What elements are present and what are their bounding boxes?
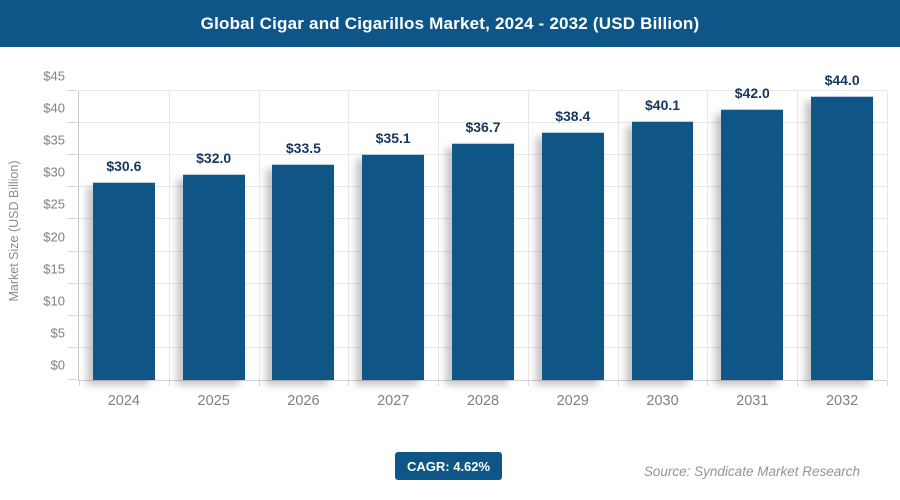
bar-value-label-2028: $36.7 bbox=[465, 119, 501, 136]
y-tick-label-40: $40 bbox=[43, 100, 65, 116]
title-bar: Global Cigar and Cigarillos Market, 2024… bbox=[0, 0, 900, 47]
category-slot-2026: $33.5 2026 bbox=[259, 91, 349, 409]
bar-value-label-2032: $44.0 bbox=[824, 72, 860, 89]
category-slot-2028: $36.7 2028 bbox=[438, 91, 528, 409]
bar-value-label-2026: $33.5 bbox=[285, 139, 321, 156]
category-slot-2031: $42.0 2031 bbox=[707, 85, 797, 409]
y-tick-0 bbox=[67, 379, 77, 380]
category-slot-2032: $44.0 2032 bbox=[797, 72, 887, 409]
y-tick-10 bbox=[67, 314, 77, 316]
x-tick-1 bbox=[168, 381, 170, 386]
v-gridline-8 bbox=[797, 91, 799, 380]
y-tick-35 bbox=[67, 154, 77, 156]
y-tick-40 bbox=[67, 122, 77, 124]
y-tick-label-25: $25 bbox=[43, 196, 65, 212]
v-gridline-2 bbox=[258, 91, 260, 380]
bar-value-label-2024: $30.6 bbox=[106, 158, 142, 175]
x-category-label-2026: 2026 bbox=[287, 393, 320, 409]
x-category-label-2029: 2029 bbox=[556, 393, 589, 409]
bar-2027 bbox=[362, 153, 425, 380]
v-gridline-1 bbox=[168, 91, 170, 380]
x-tick-0 bbox=[79, 381, 80, 386]
bar-2031 bbox=[721, 109, 784, 380]
bar-value-label-2031: $42.0 bbox=[734, 85, 770, 102]
y-tick-25 bbox=[67, 218, 77, 220]
x-category-label-2027: 2027 bbox=[377, 393, 410, 409]
x-tick-8 bbox=[797, 381, 799, 386]
y-tick-label-15: $15 bbox=[43, 261, 65, 277]
bar-2028 bbox=[452, 143, 514, 380]
bar-2029 bbox=[541, 132, 604, 380]
bar-value-label-2025: $32.0 bbox=[196, 149, 232, 166]
v-gridline-9 bbox=[887, 91, 888, 380]
chart-title: Global Cigar and Cigarillos Market, 2024… bbox=[200, 13, 700, 33]
y-tick-label-35: $35 bbox=[43, 132, 65, 148]
h-gridline-45 bbox=[79, 90, 887, 91]
y-tick-45 bbox=[67, 90, 77, 91]
y-tick-label-30: $30 bbox=[43, 164, 65, 180]
plot-area: $0 $5 $10 $15 $20 $25 $30 $35 $40 $45 $30.6 2024 $32… bbox=[43, 69, 888, 409]
x-category-label-2031: 2031 bbox=[736, 393, 769, 409]
x-tick-6 bbox=[617, 381, 619, 386]
v-gridline-3 bbox=[348, 91, 350, 380]
y-tick-label-5: $5 bbox=[50, 325, 65, 341]
bar-value-label-2027: $35.1 bbox=[375, 129, 411, 146]
x-tick-5 bbox=[527, 381, 529, 386]
x-tick-2 bbox=[258, 381, 260, 386]
bar-2032 bbox=[811, 96, 874, 380]
v-gridline-7 bbox=[707, 91, 709, 380]
h-gridline-40 bbox=[79, 122, 887, 124]
category-slot-2025: $32.0 2025 bbox=[169, 91, 259, 409]
y-tick-15 bbox=[67, 282, 77, 284]
y-tick-20 bbox=[67, 250, 77, 252]
bar-2026 bbox=[272, 163, 335, 380]
v-gridline-6 bbox=[617, 91, 619, 380]
bar-value-label-2029: $38.4 bbox=[555, 108, 591, 125]
category-slot-2029: $38.4 2029 bbox=[528, 91, 618, 409]
bar-2024 bbox=[92, 182, 155, 380]
x-category-label-2024: 2024 bbox=[107, 393, 141, 409]
cagr-badge: CAGR: 4.62% bbox=[395, 452, 503, 480]
y-tick-30 bbox=[67, 186, 77, 188]
x-category-label-2032: 2032 bbox=[825, 393, 859, 409]
category-slot-2030: $40.1 2030 bbox=[618, 91, 708, 409]
x-category-label-2025: 2025 bbox=[197, 393, 230, 409]
category-slot-2024: $30.6 2024 bbox=[79, 91, 169, 409]
y-tick-label-10: $10 bbox=[43, 293, 65, 309]
y-tick-label-20: $20 bbox=[43, 229, 65, 245]
y-tick-5 bbox=[67, 346, 77, 348]
x-tick-9 bbox=[887, 381, 888, 386]
x-tick-3 bbox=[348, 381, 350, 386]
bar-2030 bbox=[631, 121, 694, 380]
y-axis-title: Market Size (USD Billion) bbox=[7, 160, 21, 302]
v-gridline-4 bbox=[438, 91, 440, 380]
x-tick-7 bbox=[707, 381, 709, 386]
source-note: Source: Syndicate Market Research bbox=[643, 464, 860, 479]
x-tick-4 bbox=[438, 381, 440, 386]
category-slot-2027: $35.1 2027 bbox=[348, 91, 438, 409]
x-category-label-2028: 2028 bbox=[466, 393, 500, 409]
y-tick-label-45: $45 bbox=[43, 68, 65, 84]
bar-2025 bbox=[182, 173, 245, 380]
y-tick-label-0: $0 bbox=[50, 357, 65, 373]
x-category-label-2030: 2030 bbox=[646, 393, 679, 409]
bar-value-label-2030: $40.1 bbox=[645, 97, 681, 114]
v-gridline-5 bbox=[527, 91, 529, 380]
